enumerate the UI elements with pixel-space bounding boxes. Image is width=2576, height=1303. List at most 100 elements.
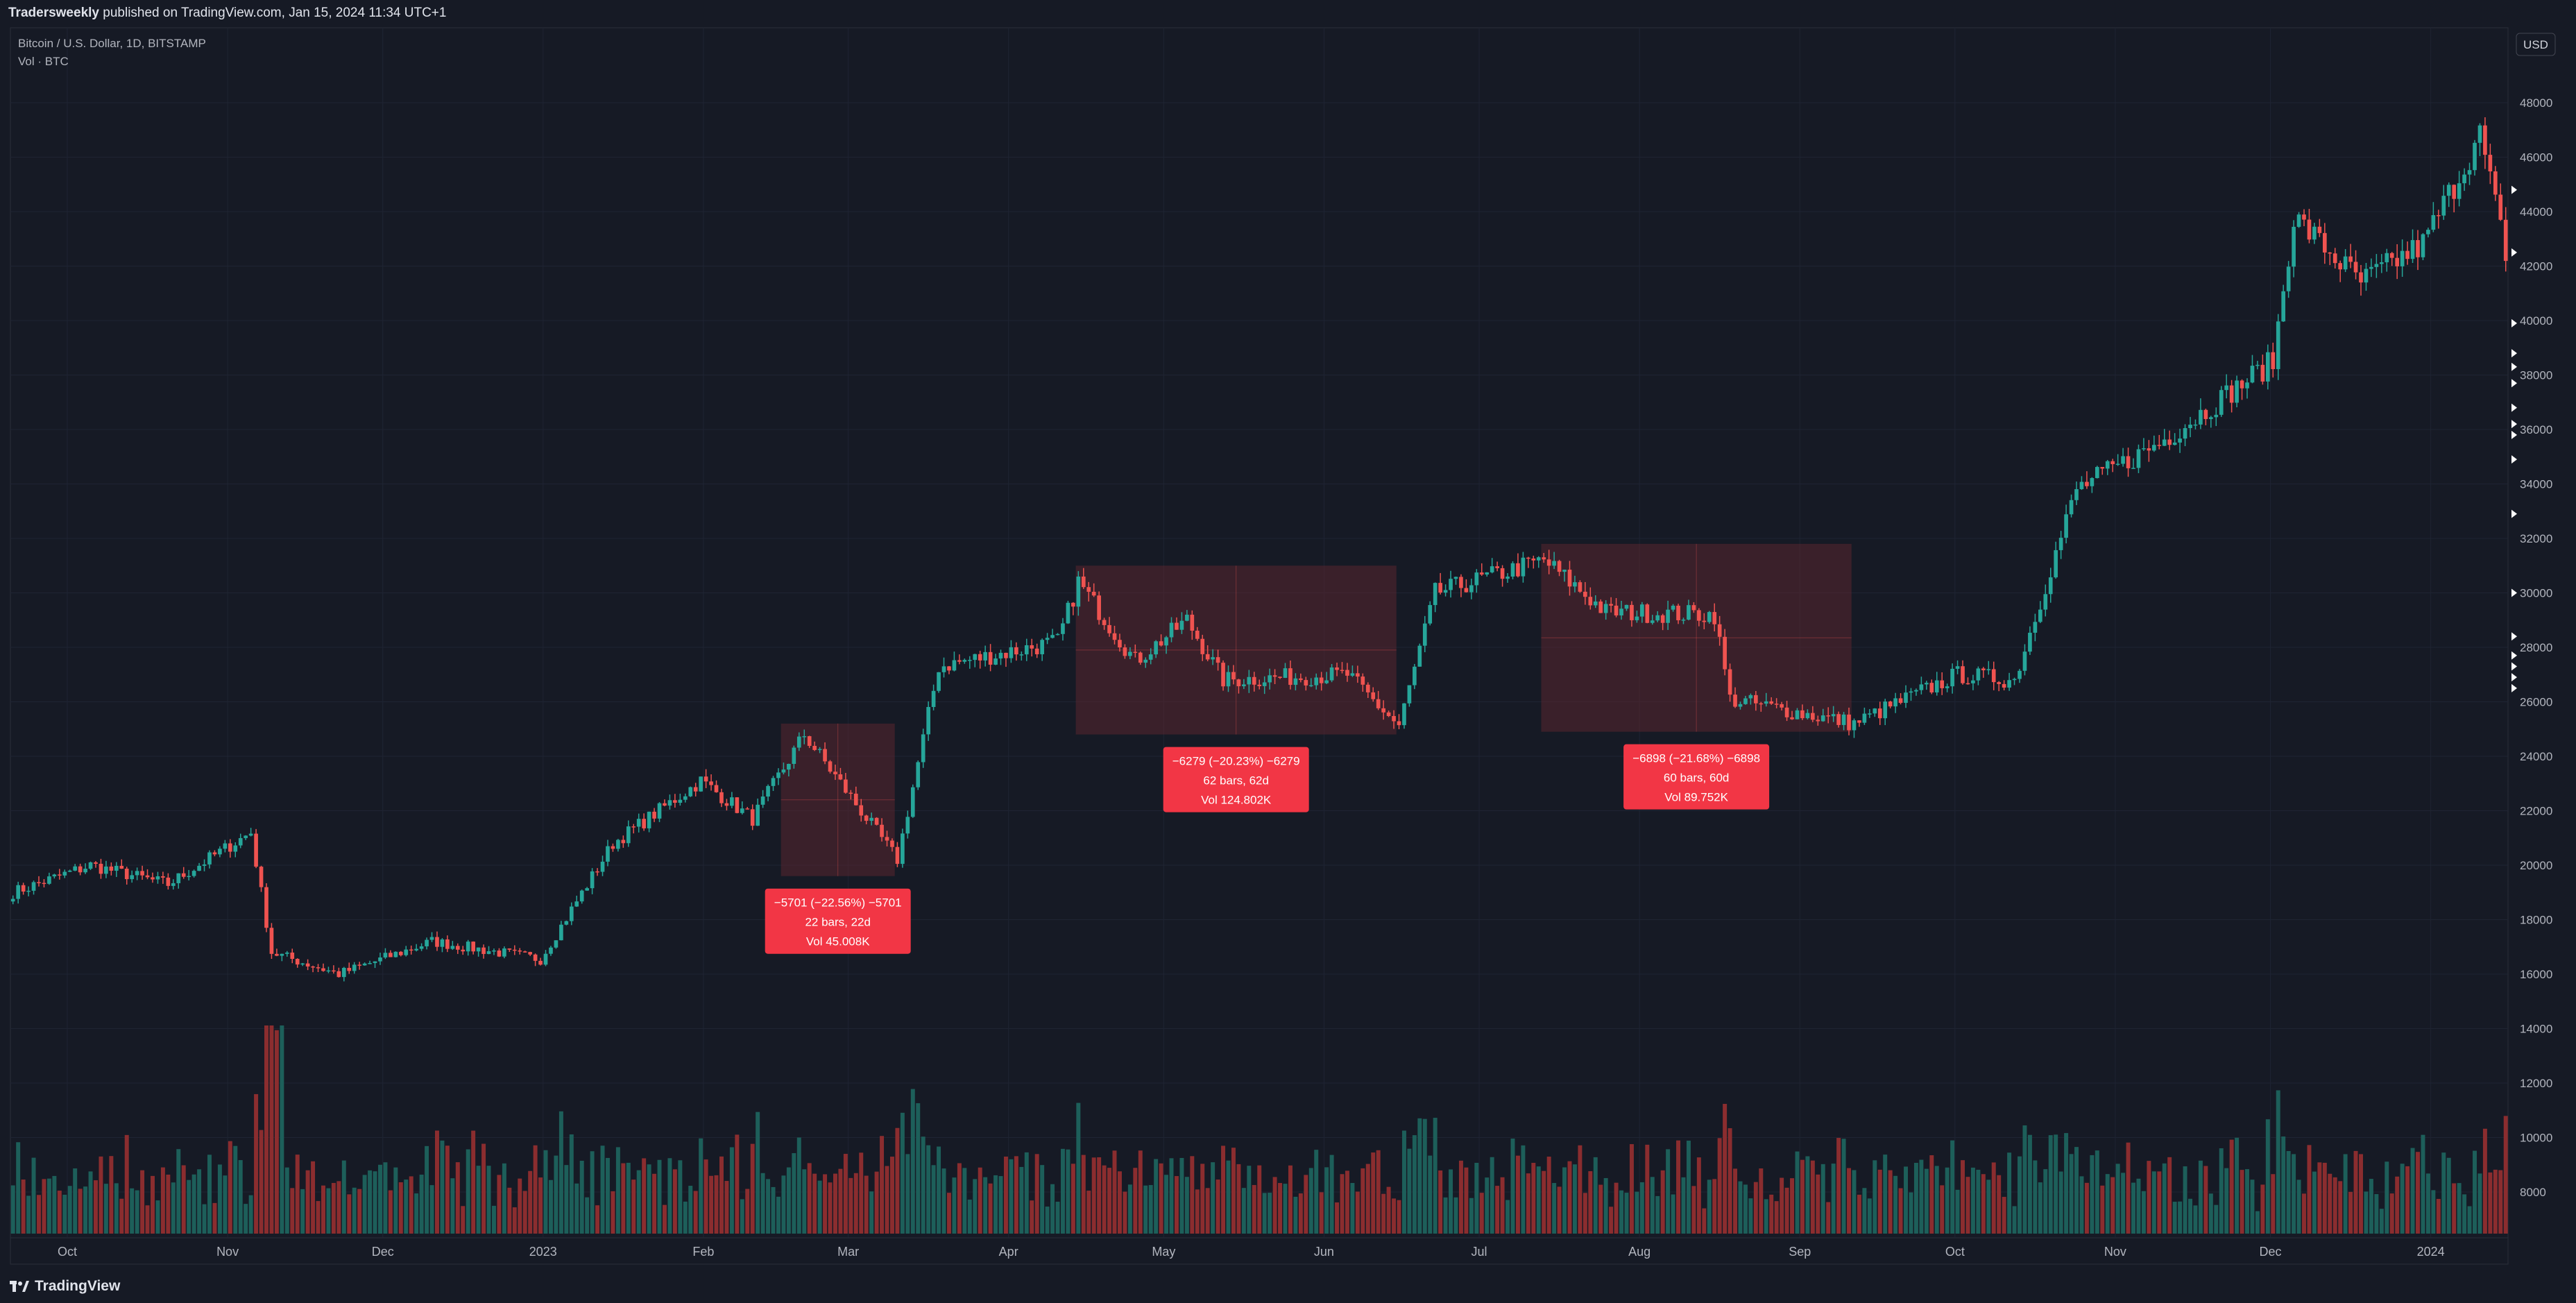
candle-body xyxy=(1278,676,1282,679)
measure-label-line: Vol 124.802K xyxy=(1201,794,1272,807)
candle-body xyxy=(1293,678,1298,685)
candle-body xyxy=(254,833,258,867)
candle-body xyxy=(559,924,563,941)
candle-body xyxy=(1459,577,1463,588)
measure-label[interactable]: −6279 (−20.23%) −6279 62 bars, 62d Vol 124… xyxy=(1163,747,1309,812)
candle-body xyxy=(1898,698,1903,704)
candle-body xyxy=(316,967,321,969)
currency-button[interactable]: USD xyxy=(2516,33,2556,56)
candle-body xyxy=(740,808,744,813)
price-marker-icon[interactable] xyxy=(2511,318,2517,327)
volume-bar xyxy=(1816,1174,1820,1234)
candle-body xyxy=(1645,604,1650,623)
price-marker-icon[interactable] xyxy=(2511,632,2517,641)
price-marker-icon[interactable] xyxy=(2511,673,2517,682)
candle-body xyxy=(1272,675,1277,677)
volume-bar xyxy=(2286,1150,2291,1234)
candle-body xyxy=(1242,684,1246,687)
publisher-name[interactable]: Tradersweekly xyxy=(8,6,99,20)
time-axis[interactable]: Oct Nov Dec 2023 Feb Mar Apr May Jun Jul Aug Sep Oct… xyxy=(58,1245,2445,1259)
price-marker-icon[interactable] xyxy=(2511,248,2517,257)
candle-body xyxy=(425,939,429,946)
measure-label[interactable]: −5701 (−22.56%) −5701 22 bars, 22d Vol 45.… xyxy=(765,888,911,954)
time-tick-label: Oct xyxy=(1945,1245,1965,1259)
price-marker-icon[interactable] xyxy=(2511,420,2517,429)
price-tick-label: 30000 xyxy=(2520,587,2552,600)
candle-body xyxy=(502,948,506,957)
candle-body xyxy=(1376,699,1381,708)
legend-symbol[interactable]: Bitcoin / U.S. Dollar, 1D, BITSTAMP xyxy=(18,37,206,50)
candle-body xyxy=(269,928,274,954)
volume-bar xyxy=(1557,1186,1562,1234)
volume-bar xyxy=(151,1175,155,1234)
volume-bar xyxy=(699,1138,703,1234)
measure-label[interactable]: −6898 (−21.68%) −6898 60 bars, 60d Vol 89.… xyxy=(1623,744,1770,810)
volume-bar xyxy=(688,1186,693,1234)
volume-bar xyxy=(1635,1191,1639,1234)
legend-volume[interactable]: Vol · BTC xyxy=(18,55,69,68)
volume-bar xyxy=(678,1160,683,1234)
price-tick-label: 22000 xyxy=(2520,805,2552,818)
volume-bar xyxy=(1112,1150,1117,1234)
price-marker-icon[interactable] xyxy=(2511,430,2517,439)
candle-body xyxy=(1154,641,1158,655)
volume-bar xyxy=(750,1143,755,1234)
volume-bar xyxy=(1474,1162,1479,1234)
candle-body xyxy=(2126,456,2131,468)
price-marker-icon[interactable] xyxy=(2511,651,2517,660)
price-marker-icon[interactable] xyxy=(2511,362,2517,371)
tradingview-brand[interactable]: TradingView xyxy=(10,1278,120,1295)
price-axis[interactable]: 8000 10000 12000 14000 16000 18000 20000 22000 2… xyxy=(2511,96,2552,1199)
price-marker-icon[interactable] xyxy=(2511,185,2517,194)
candle-body xyxy=(621,840,626,844)
volume-bar xyxy=(848,1177,853,1234)
candle-body xyxy=(42,883,46,885)
price-marker-icon[interactable] xyxy=(2511,379,2517,388)
candle-body xyxy=(187,876,191,878)
price-marker-icon[interactable] xyxy=(2511,349,2517,358)
volume-bar xyxy=(1536,1166,1541,1234)
candle-body xyxy=(1024,645,1029,655)
volume-bar xyxy=(579,1161,584,1234)
volume-bar xyxy=(931,1165,936,1234)
price-marker-icon[interactable] xyxy=(2511,683,2517,692)
volume-bar xyxy=(2012,1206,2017,1234)
volume-bar xyxy=(2151,1171,2156,1234)
candle-body xyxy=(699,776,703,792)
candle-body xyxy=(2147,448,2151,451)
candle-body xyxy=(2199,409,2203,425)
price-marker-icon[interactable] xyxy=(2511,662,2517,671)
candle-body xyxy=(1671,605,1675,610)
candle-body xyxy=(905,817,910,834)
candle-body xyxy=(1200,638,1205,654)
candle-body xyxy=(341,967,346,978)
volume-bar xyxy=(1857,1194,1861,1234)
candle-body xyxy=(1847,714,1851,731)
volume-bar xyxy=(2027,1134,2032,1234)
volume-bar xyxy=(693,1191,698,1234)
price-marker-icon[interactable] xyxy=(2511,455,2517,464)
candle-body xyxy=(2162,439,2167,446)
candle-body xyxy=(1598,601,1603,613)
volume-bar xyxy=(874,1171,879,1234)
candle-body xyxy=(1422,623,1427,646)
price-marker-icon[interactable] xyxy=(2511,509,2517,518)
measure-label-line: Vol 89.752K xyxy=(1664,791,1728,804)
candle-body xyxy=(926,706,930,735)
volume-bar xyxy=(548,1179,553,1234)
candle-body xyxy=(1195,630,1200,639)
volume-bar xyxy=(1169,1158,1174,1234)
volume-bar xyxy=(1728,1128,1732,1234)
volume-bar xyxy=(724,1181,729,1234)
volume-bar xyxy=(2069,1154,2074,1234)
price-marker-icon[interactable] xyxy=(2511,588,2517,597)
candle-body xyxy=(1371,692,1376,699)
candle-body xyxy=(817,749,822,751)
candle-body xyxy=(1505,577,1510,579)
price-marker-icon[interactable] xyxy=(2511,403,2517,412)
volume-bar xyxy=(2084,1182,2089,1234)
candle-body xyxy=(398,951,403,955)
candle-body xyxy=(181,873,186,877)
volume-bar xyxy=(1950,1140,1955,1234)
